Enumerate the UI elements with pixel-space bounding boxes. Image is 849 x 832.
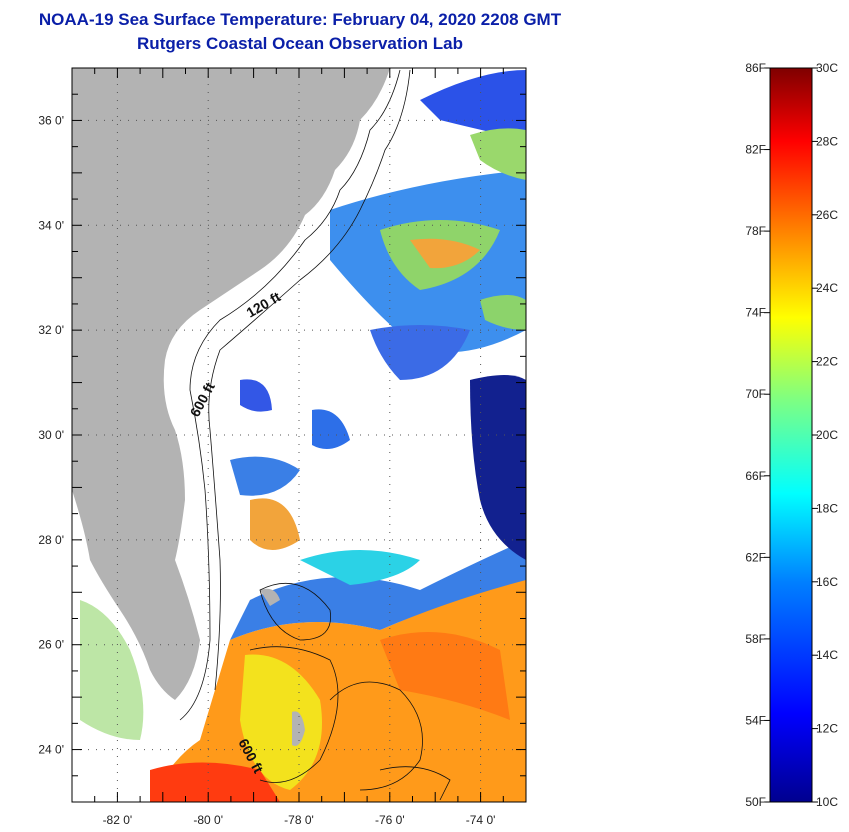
- land-mass: [72, 68, 390, 746]
- map-title: NOAA-19 Sea Surface Temperature: Februar…: [38, 10, 562, 29]
- colorbar-f-label: 82F: [745, 143, 766, 157]
- colorbar-f-label: 86F: [745, 61, 766, 75]
- colorbar-c-label: 14C: [816, 648, 838, 662]
- colorbar-c-label: 28C: [816, 134, 838, 148]
- lon-tick-label: -82 0': [103, 813, 133, 827]
- colorbar-f-label: 50F: [745, 795, 766, 809]
- colorbar-gradient: [769, 67, 813, 803]
- lat-tick-label: 36 0': [38, 113, 64, 127]
- lat-tick-label: 24 0': [38, 743, 64, 757]
- colorbar-c-label: 26C: [816, 208, 838, 222]
- colorbar-c-label: 10C: [816, 795, 838, 809]
- lon-tick-label: -80 0': [193, 813, 223, 827]
- colorbar-c-label: 24C: [816, 281, 838, 295]
- lon-tick-label: -78 0': [284, 813, 314, 827]
- colorbar-f-label: 58F: [745, 632, 766, 646]
- map-panel: [72, 68, 526, 802]
- colorbar-c-label: 22C: [816, 355, 838, 369]
- lat-tick-label: 30 0': [38, 428, 64, 442]
- colorbar-f-label: 62F: [745, 550, 766, 564]
- colorbar-f-label: 78F: [745, 224, 766, 238]
- colorbar-c-label: 12C: [816, 722, 838, 736]
- axis-ticks: 24 0' 26 0' 28 0' 30 0' 32 0' 34 0' 36 0' -82 0…: [38, 67, 527, 827]
- colorbar-c-label: 30C: [816, 61, 838, 75]
- lon-tick-label: -76 0': [375, 813, 405, 827]
- colorbar-f-label: 74F: [745, 306, 766, 320]
- lat-tick-label: 28 0': [38, 533, 64, 547]
- bathymetry-contours: [179, 69, 451, 801]
- lon-tick-label: -74 0': [466, 813, 496, 827]
- colorbar-c-label: 20C: [816, 428, 838, 442]
- colorbar-f-label: 70F: [745, 387, 766, 401]
- lat-tick-label: 32 0': [38, 323, 64, 337]
- colorbar-c-label: 18C: [816, 501, 838, 515]
- colorbar-f-label: 54F: [745, 713, 766, 727]
- lat-tick-label: 26 0': [38, 638, 64, 652]
- lat-tick-label: 34 0': [38, 218, 64, 232]
- colorbar-f-label: 66F: [745, 469, 766, 483]
- colorbar: 86F 82F 78F 74F 70F 66F 62F 58F 54F 50F 30C 28C 26C 2…: [745, 61, 838, 809]
- map-subtitle: Rutgers Coastal Ocean Observation Lab: [137, 34, 463, 53]
- colorbar-c-label: 16C: [816, 575, 838, 589]
